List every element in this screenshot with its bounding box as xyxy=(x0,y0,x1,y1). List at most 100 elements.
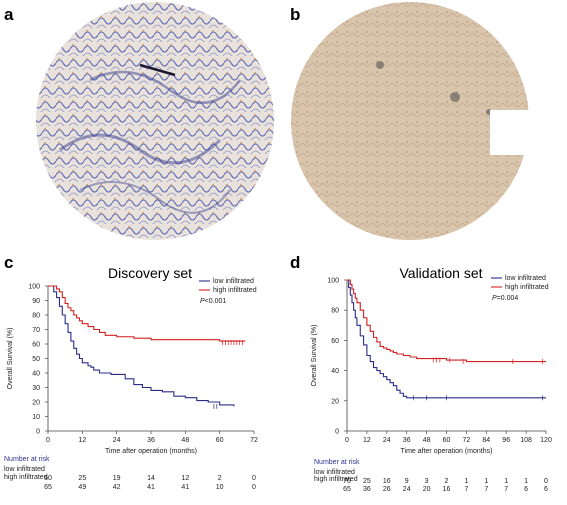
title-validation: Validation set xyxy=(399,265,482,281)
x-tick-label: 0 xyxy=(46,437,50,444)
y-tick-label: 0 xyxy=(335,429,339,436)
y-tick-label: 20 xyxy=(32,400,40,407)
risk-count: 65 xyxy=(44,484,52,491)
series-line-high xyxy=(347,279,546,363)
risk-row-label: low infiltrated xyxy=(314,469,355,476)
x-tick-label: 0 xyxy=(345,437,349,444)
risk-count: 14 xyxy=(147,475,155,482)
panel-label-c: c xyxy=(4,253,13,272)
x-axis-label: Time after operation (months) xyxy=(401,448,493,455)
risk-count: 7 xyxy=(504,486,508,493)
risk-count: 1 xyxy=(504,478,508,485)
y-axis-label: Overall Survival (%) xyxy=(7,328,14,390)
risk-count: 1 xyxy=(464,478,468,485)
risk-table-header: Number at risk xyxy=(4,456,50,463)
x-tick-label: 12 xyxy=(363,437,371,444)
x-tick-label: 72 xyxy=(250,437,258,444)
p-value-number: =0.004 xyxy=(497,295,519,302)
risk-count: 7 xyxy=(484,486,488,493)
y-tick-label: 30 xyxy=(32,385,40,392)
risk-count: 16 xyxy=(383,478,391,485)
x-tick-label: 48 xyxy=(423,437,431,444)
x-tick-label: 108 xyxy=(520,437,532,444)
x-tick-label: 84 xyxy=(482,437,490,444)
series-line-high xyxy=(48,285,246,342)
x-tick-label: 96 xyxy=(502,437,510,444)
risk-count: 9 xyxy=(405,478,409,485)
p-value-symbol: P xyxy=(200,298,205,305)
panel-label-d: d xyxy=(290,253,300,272)
x-tick-label: 120 xyxy=(540,437,552,444)
y-tick-label: 80 xyxy=(32,313,40,320)
x-tick-label: 12 xyxy=(78,437,86,444)
risk-count: 12 xyxy=(181,475,189,482)
risk-count: 41 xyxy=(181,484,189,491)
y-tick-label: 100 xyxy=(327,278,339,285)
risk-count: 1 xyxy=(484,478,488,485)
x-tick-label: 72 xyxy=(463,437,471,444)
risk-count: 26 xyxy=(383,486,391,493)
title-discovery: Discovery set xyxy=(108,265,192,281)
risk-count: 25 xyxy=(363,478,371,485)
x-tick-label: 36 xyxy=(403,437,411,444)
p-value: P<0.001 xyxy=(200,298,226,305)
y-tick-label: 10 xyxy=(32,414,40,421)
panel-label-b: b xyxy=(290,5,300,24)
risk-count: 36 xyxy=(363,486,371,493)
y-tick-label: 60 xyxy=(331,338,339,345)
y-tick-label: 70 xyxy=(32,327,40,334)
x-tick-label: 48 xyxy=(181,437,189,444)
risk-row-label: high infiltrated xyxy=(4,474,48,481)
risk-count: 20 xyxy=(423,486,431,493)
risk-count: 65 xyxy=(343,486,351,493)
tissue-core-a-image xyxy=(36,2,274,240)
y-tick-label: 80 xyxy=(331,308,339,315)
risk-count: 1 xyxy=(524,478,528,485)
risk-count: 0 xyxy=(544,478,548,485)
tissue-core-b-image xyxy=(291,2,532,240)
legend-label-high: high infiltrated xyxy=(505,284,549,291)
x-tick-label: 24 xyxy=(383,437,391,444)
risk-count: 19 xyxy=(113,475,121,482)
risk-count: 6 xyxy=(524,486,528,493)
legend-label-high: high infiltrated xyxy=(213,287,257,294)
x-axis-label: Time after operation (months) xyxy=(105,448,197,455)
risk-count: 70 xyxy=(343,478,351,485)
legend-label-low: low infiltrated xyxy=(505,275,546,282)
risk-count: 10 xyxy=(216,484,224,491)
risk-count: 25 xyxy=(78,475,86,482)
series-line-low xyxy=(48,285,235,407)
p-value: P=0.004 xyxy=(492,295,518,302)
risk-table-header: Number at risk xyxy=(314,459,360,466)
risk-count: 7 xyxy=(464,486,468,493)
x-tick-label: 60 xyxy=(443,437,451,444)
legend-label-low: low infiltrated xyxy=(213,278,254,285)
risk-count: 3 xyxy=(425,478,429,485)
x-tick-label: 60 xyxy=(216,437,224,444)
y-tick-label: 40 xyxy=(32,371,40,378)
y-tick-label: 90 xyxy=(32,298,40,305)
risk-count: 6 xyxy=(544,486,548,493)
risk-count: 42 xyxy=(113,484,121,491)
risk-count: 0 xyxy=(252,475,256,482)
p-value-symbol: P xyxy=(492,295,497,302)
y-tick-label: 50 xyxy=(32,356,40,363)
risk-row-label: high infiltrated xyxy=(314,476,358,483)
y-tick-label: 20 xyxy=(331,398,339,405)
y-tick-label: 100 xyxy=(28,284,40,291)
y-tick-label: 0 xyxy=(36,429,40,436)
p-value-number: <0.001 xyxy=(205,298,227,305)
risk-count: 49 xyxy=(78,484,86,491)
risk-count: 50 xyxy=(44,475,52,482)
risk-count: 24 xyxy=(403,486,411,493)
risk-row-label: low infiltrated xyxy=(4,466,45,473)
panel-label-a: a xyxy=(4,5,14,24)
x-tick-label: 24 xyxy=(113,437,121,444)
y-tick-label: 40 xyxy=(331,368,339,375)
risk-count: 16 xyxy=(443,486,451,493)
series-line-low xyxy=(347,279,546,399)
risk-count: 2 xyxy=(445,478,449,485)
